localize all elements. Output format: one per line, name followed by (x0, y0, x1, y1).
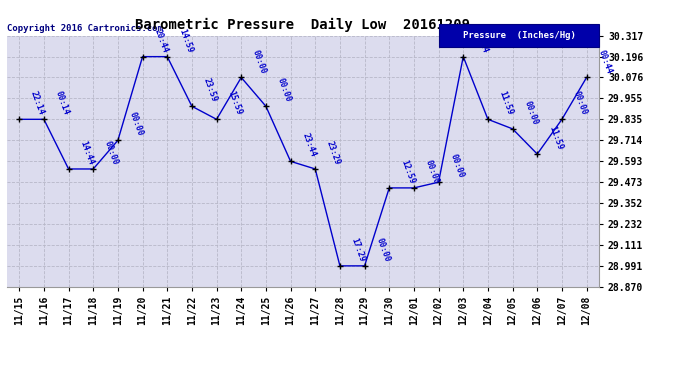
Text: 23:59: 23:59 (201, 77, 219, 104)
FancyBboxPatch shape (439, 24, 599, 47)
Text: 15:59: 15:59 (226, 90, 244, 117)
Text: 00:00: 00:00 (275, 77, 293, 104)
Title: Barometric Pressure  Daily Low  20161209: Barometric Pressure Daily Low 20161209 (135, 18, 471, 32)
Text: 14:44: 14:44 (78, 140, 95, 166)
Text: 11:59: 11:59 (547, 125, 564, 151)
Text: 00:00: 00:00 (374, 237, 391, 263)
Text: 00:00: 00:00 (571, 90, 589, 117)
Text: 11:59: 11:59 (497, 90, 515, 117)
Text: 23:14: 23:14 (473, 27, 490, 54)
Text: 00:44: 00:44 (596, 48, 613, 75)
Text: 00:00: 00:00 (424, 159, 441, 185)
Text: 23:29: 23:29 (325, 140, 342, 166)
Text: 20:44: 20:44 (152, 27, 169, 54)
Text: 12:59: 12:59 (399, 159, 416, 185)
Text: 22:14: 22:14 (29, 90, 46, 117)
Text: 14:59: 14:59 (177, 27, 194, 54)
Text: 00:00: 00:00 (448, 153, 465, 179)
Text: 00:00: 00:00 (251, 48, 268, 75)
Text: 00:00: 00:00 (128, 111, 145, 138)
Text: Copyright 2016 Cartronics.com: Copyright 2016 Cartronics.com (7, 24, 163, 33)
Text: 17:29: 17:29 (350, 237, 366, 263)
Text: 00:00: 00:00 (522, 99, 540, 126)
Text: 00:00: 00:00 (103, 140, 120, 166)
Text: Pressure  (Inches/Hg): Pressure (Inches/Hg) (462, 31, 575, 40)
Text: 23:44: 23:44 (300, 132, 317, 159)
Text: 00:14: 00:14 (54, 90, 70, 117)
